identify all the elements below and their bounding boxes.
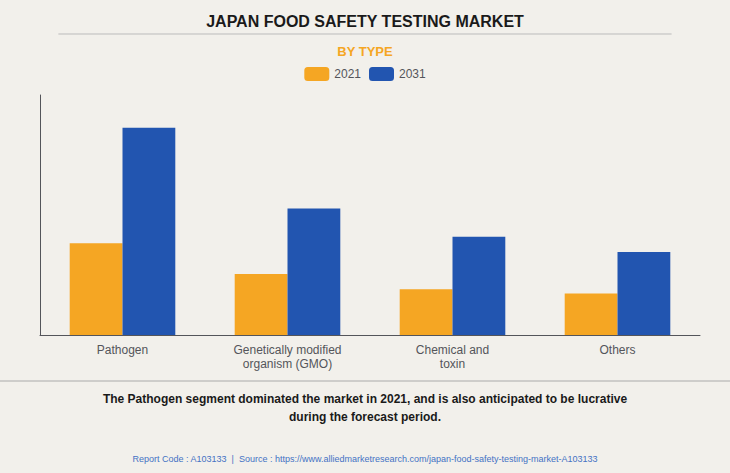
svg-text:toxin: toxin [440,357,465,371]
svg-text:2021: 2021 [334,67,361,81]
svg-text:Chemical and: Chemical and [416,343,489,357]
svg-text:Genetically modified: Genetically modified [233,343,341,357]
svg-text:Report Code : A103133 | Sour: Report Code : A103133 | Source : https:/… [132,454,597,464]
svg-text:2031: 2031 [399,67,426,81]
svg-text:The Pathogen segment dominated: The Pathogen segment dominated the marke… [103,392,627,406]
svg-text:JAPAN FOOD SAFETY TESTING MARK: JAPAN FOOD SAFETY TESTING MARKET [206,13,524,30]
svg-text:Pathogen: Pathogen [97,343,148,357]
svg-text:organism (GMO): organism (GMO) [243,357,332,371]
svg-text:Others: Others [599,343,635,357]
svg-text:BY TYPE: BY TYPE [337,44,393,59]
svg-text:during the forecast period.: during the forecast period. [289,410,441,424]
